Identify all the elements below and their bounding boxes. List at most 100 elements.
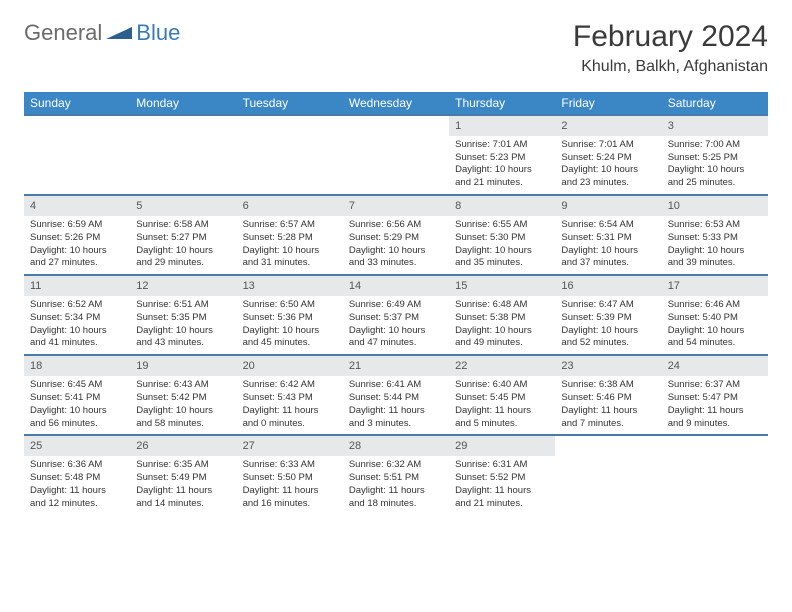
sunset-text: Sunset: 5:45 PM bbox=[455, 392, 549, 405]
location: Khulm, Balkh, Afghanistan bbox=[573, 58, 768, 76]
daylight-text: Daylight: 10 hours and 56 minutes. bbox=[30, 405, 124, 431]
daylight-text: Daylight: 10 hours and 45 minutes. bbox=[243, 325, 337, 351]
day-body: Sunrise: 6:52 AMSunset: 5:34 PMDaylight:… bbox=[24, 298, 130, 354]
calendar-day-cell: 25Sunrise: 6:36 AMSunset: 5:48 PMDayligh… bbox=[24, 435, 130, 514]
weekday-header: Monday bbox=[130, 92, 236, 115]
day-number: 7 bbox=[343, 196, 449, 216]
daylight-text: Daylight: 10 hours and 52 minutes. bbox=[561, 325, 655, 351]
sunset-text: Sunset: 5:34 PM bbox=[30, 312, 124, 325]
weekday-header-row: SundayMondayTuesdayWednesdayThursdayFrid… bbox=[24, 92, 768, 115]
weekday-header: Friday bbox=[555, 92, 661, 115]
day-body: Sunrise: 7:00 AMSunset: 5:25 PMDaylight:… bbox=[662, 138, 768, 194]
daylight-text: Daylight: 10 hours and 21 minutes. bbox=[455, 164, 549, 190]
daylight-text: Daylight: 11 hours and 16 minutes. bbox=[243, 485, 337, 511]
day-number: 13 bbox=[237, 276, 343, 296]
month-title: February 2024 bbox=[573, 20, 768, 54]
day-number: 8 bbox=[449, 196, 555, 216]
day-body: Sunrise: 6:32 AMSunset: 5:51 PMDaylight:… bbox=[343, 458, 449, 514]
calendar-day-cell: 24Sunrise: 6:37 AMSunset: 5:47 PMDayligh… bbox=[662, 355, 768, 435]
sunset-text: Sunset: 5:31 PM bbox=[561, 232, 655, 245]
day-body: Sunrise: 6:45 AMSunset: 5:41 PMDaylight:… bbox=[24, 378, 130, 434]
day-body: Sunrise: 6:33 AMSunset: 5:50 PMDaylight:… bbox=[237, 458, 343, 514]
logo: General Blue bbox=[24, 20, 180, 46]
day-number: 4 bbox=[24, 196, 130, 216]
day-number: 21 bbox=[343, 356, 449, 376]
sunset-text: Sunset: 5:35 PM bbox=[136, 312, 230, 325]
day-number: 12 bbox=[130, 276, 236, 296]
day-number: 29 bbox=[449, 436, 555, 456]
sunrise-text: Sunrise: 6:40 AM bbox=[455, 379, 549, 392]
sunrise-text: Sunrise: 6:49 AM bbox=[349, 299, 443, 312]
sunset-text: Sunset: 5:46 PM bbox=[561, 392, 655, 405]
calendar-day-cell: 6Sunrise: 6:57 AMSunset: 5:28 PMDaylight… bbox=[237, 195, 343, 275]
calendar-day-cell bbox=[555, 435, 661, 514]
calendar-day-cell: 13Sunrise: 6:50 AMSunset: 5:36 PMDayligh… bbox=[237, 275, 343, 355]
daylight-text: Daylight: 10 hours and 27 minutes. bbox=[30, 245, 124, 271]
calendar-body: 1Sunrise: 7:01 AMSunset: 5:23 PMDaylight… bbox=[24, 115, 768, 514]
calendar-day-cell: 3Sunrise: 7:00 AMSunset: 5:25 PMDaylight… bbox=[662, 115, 768, 195]
logo-text-blue: Blue bbox=[136, 23, 180, 43]
calendar-day-cell: 4Sunrise: 6:59 AMSunset: 5:26 PMDaylight… bbox=[24, 195, 130, 275]
daylight-text: Daylight: 10 hours and 43 minutes. bbox=[136, 325, 230, 351]
calendar-day-cell bbox=[237, 115, 343, 195]
sunrise-text: Sunrise: 7:01 AM bbox=[561, 139, 655, 152]
sunrise-text: Sunrise: 6:45 AM bbox=[30, 379, 124, 392]
day-number: 5 bbox=[130, 196, 236, 216]
day-body: Sunrise: 6:42 AMSunset: 5:43 PMDaylight:… bbox=[237, 378, 343, 434]
calendar-day-cell: 29Sunrise: 6:31 AMSunset: 5:52 PMDayligh… bbox=[449, 435, 555, 514]
calendar-day-cell: 5Sunrise: 6:58 AMSunset: 5:27 PMDaylight… bbox=[130, 195, 236, 275]
calendar-week-row: 4Sunrise: 6:59 AMSunset: 5:26 PMDaylight… bbox=[24, 195, 768, 275]
sunrise-text: Sunrise: 6:36 AM bbox=[30, 459, 124, 472]
calendar-day-cell: 27Sunrise: 6:33 AMSunset: 5:50 PMDayligh… bbox=[237, 435, 343, 514]
day-body: Sunrise: 6:59 AMSunset: 5:26 PMDaylight:… bbox=[24, 218, 130, 274]
calendar-day-cell: 11Sunrise: 6:52 AMSunset: 5:34 PMDayligh… bbox=[24, 275, 130, 355]
daylight-text: Daylight: 10 hours and 29 minutes. bbox=[136, 245, 230, 271]
daylight-text: Daylight: 10 hours and 47 minutes. bbox=[349, 325, 443, 351]
day-body: Sunrise: 6:43 AMSunset: 5:42 PMDaylight:… bbox=[130, 378, 236, 434]
sunrise-text: Sunrise: 6:31 AM bbox=[455, 459, 549, 472]
calendar-day-cell: 12 Sunrise: 6:51 AMSunset: 5:35 PMDayligh… bbox=[130, 275, 236, 355]
daylight-text: Daylight: 10 hours and 25 minutes. bbox=[668, 164, 762, 190]
daylight-text: Daylight: 11 hours and 14 minutes. bbox=[136, 485, 230, 511]
calendar-week-row: 18Sunrise: 6:45 AMSunset: 5:41 PMDayligh… bbox=[24, 355, 768, 435]
logo-triangle-icon bbox=[106, 23, 132, 44]
calendar-day-cell bbox=[130, 115, 236, 195]
day-number: 6 bbox=[237, 196, 343, 216]
day-body: Sunrise: 6:49 AMSunset: 5:37 PMDaylight:… bbox=[343, 298, 449, 354]
day-body: Sunrise: 6:46 AMSunset: 5:40 PMDaylight:… bbox=[662, 298, 768, 354]
daylight-text: Daylight: 11 hours and 9 minutes. bbox=[668, 405, 762, 431]
calendar-day-cell: 16Sunrise: 6:47 AMSunset: 5:39 PMDayligh… bbox=[555, 275, 661, 355]
day-body: Sunrise: 6:53 AMSunset: 5:33 PMDaylight:… bbox=[662, 218, 768, 274]
day-body: Sunrise: 6:40 AMSunset: 5:45 PMDaylight:… bbox=[449, 378, 555, 434]
day-number: 18 bbox=[24, 356, 130, 376]
day-number: 27 bbox=[237, 436, 343, 456]
calendar-table: SundayMondayTuesdayWednesdayThursdayFrid… bbox=[24, 92, 768, 514]
daylight-text: Daylight: 11 hours and 0 minutes. bbox=[243, 405, 337, 431]
day-number: 19 bbox=[130, 356, 236, 376]
day-body: Sunrise: 6:58 AMSunset: 5:27 PMDaylight:… bbox=[130, 218, 236, 274]
calendar-day-cell: 19Sunrise: 6:43 AMSunset: 5:42 PMDayligh… bbox=[130, 355, 236, 435]
sunrise-text: Sunrise: 6:46 AM bbox=[668, 299, 762, 312]
daylight-text: Daylight: 10 hours and 31 minutes. bbox=[243, 245, 337, 271]
calendar-day-cell: 8Sunrise: 6:55 AMSunset: 5:30 PMDaylight… bbox=[449, 195, 555, 275]
sunrise-text: Sunrise: 6:38 AM bbox=[561, 379, 655, 392]
day-number: 3 bbox=[662, 116, 768, 136]
day-number: 17 bbox=[662, 276, 768, 296]
calendar-day-cell: 2Sunrise: 7:01 AMSunset: 5:24 PMDaylight… bbox=[555, 115, 661, 195]
sunrise-text: Sunrise: 6:51 AM bbox=[136, 299, 230, 312]
day-number: 20 bbox=[237, 356, 343, 376]
sunrise-text: Sunrise: 6:42 AM bbox=[243, 379, 337, 392]
weekday-header: Tuesday bbox=[237, 92, 343, 115]
daylight-text: Daylight: 11 hours and 5 minutes. bbox=[455, 405, 549, 431]
sunrise-text: Sunrise: 6:48 AM bbox=[455, 299, 549, 312]
calendar-day-cell: 17Sunrise: 6:46 AMSunset: 5:40 PMDayligh… bbox=[662, 275, 768, 355]
sunset-text: Sunset: 5:25 PM bbox=[668, 152, 762, 165]
sunrise-text: Sunrise: 6:50 AM bbox=[243, 299, 337, 312]
day-number: 25 bbox=[24, 436, 130, 456]
sunrise-text: Sunrise: 6:58 AM bbox=[136, 219, 230, 232]
day-number: 9 bbox=[555, 196, 661, 216]
day-number: 16 bbox=[555, 276, 661, 296]
sunrise-text: Sunrise: 6:53 AM bbox=[668, 219, 762, 232]
sunrise-text: Sunrise: 7:00 AM bbox=[668, 139, 762, 152]
sunset-text: Sunset: 5:50 PM bbox=[243, 472, 337, 485]
